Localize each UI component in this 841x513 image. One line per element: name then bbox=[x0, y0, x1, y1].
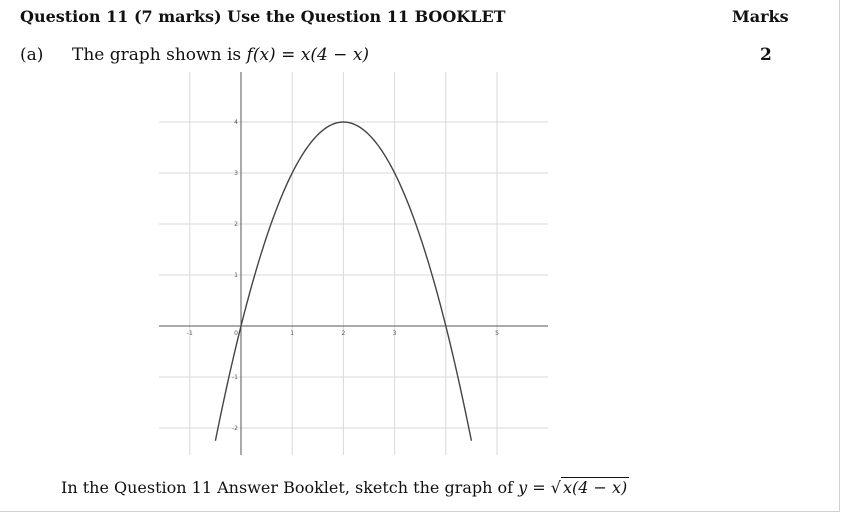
instruction-equals: = bbox=[527, 478, 551, 497]
function-argument: (x) bbox=[252, 45, 276, 65]
instruction-prefix: In the Question 11 Answer Booklet, sketc… bbox=[61, 478, 519, 497]
x-tick-label: 2 bbox=[341, 330, 345, 337]
y-tick-label: -2 bbox=[232, 425, 238, 432]
radical-sign-icon: √ bbox=[550, 478, 561, 497]
part-a-label: (a) bbox=[20, 45, 44, 65]
y-tick-label: 3 bbox=[234, 170, 238, 177]
x-tick-label: 1 bbox=[290, 330, 294, 337]
graph-grid bbox=[159, 72, 548, 455]
equals-sign: = bbox=[275, 45, 301, 65]
question-heading: Question 11 (7 marks) Use the Question 1… bbox=[20, 7, 506, 26]
parabola-series-line bbox=[214, 121, 473, 441]
x-tick-label: 0 bbox=[234, 330, 238, 337]
x-tick-label: -1 bbox=[187, 330, 193, 337]
part-a-statement: The graph shown is f(x) = x(4 − x) bbox=[72, 45, 369, 65]
radicand: x(4 − x) bbox=[560, 477, 630, 497]
y-tick-label: 2 bbox=[234, 221, 238, 228]
y-tick-label: 4 bbox=[234, 119, 238, 126]
instruction-text: In the Question 11 Answer Booklet, sketc… bbox=[61, 477, 630, 497]
part-a-text-prefix: The graph shown is bbox=[72, 45, 247, 65]
function-name: f bbox=[246, 45, 253, 65]
instruction-y: y bbox=[518, 478, 528, 497]
part-a-marks: 2 bbox=[760, 45, 772, 65]
y-tick-label: 1 bbox=[234, 272, 238, 279]
square-root-expression: √ x(4 − x) bbox=[550, 477, 630, 497]
function-body: x(4 − x) bbox=[300, 45, 370, 65]
x-tick-label: 5 bbox=[495, 330, 499, 337]
marks-column-heading: Marks bbox=[732, 7, 789, 26]
graph-axes bbox=[159, 72, 548, 455]
x-tick-label: 3 bbox=[393, 330, 397, 337]
graph-tick-labels: -1 0 1 2 3 5 -2 -1 1 2 3 4 bbox=[187, 119, 499, 432]
graph-curve bbox=[214, 121, 473, 441]
y-tick-label: -1 bbox=[232, 374, 238, 381]
